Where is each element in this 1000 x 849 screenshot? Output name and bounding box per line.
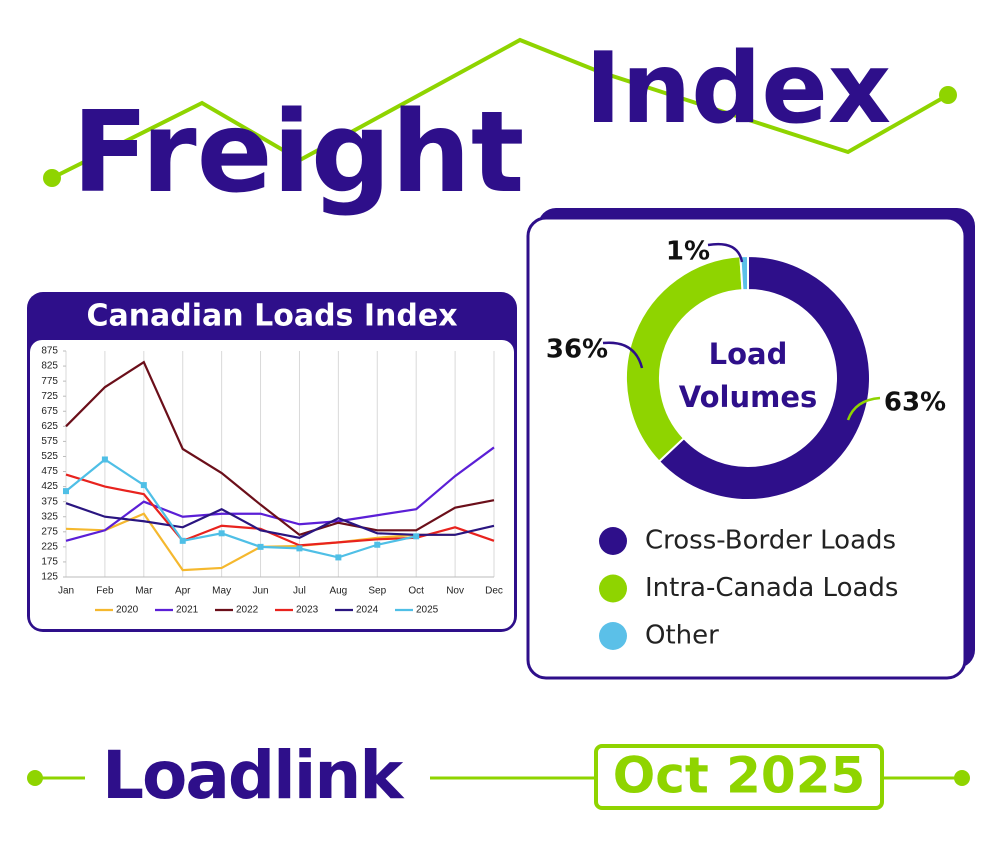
x-tick-label: Aug <box>329 586 347 597</box>
marker <box>140 482 147 489</box>
y-tick-label: 725 <box>41 391 58 402</box>
x-tick-label: Jul <box>293 586 306 597</box>
y-tick-label: 525 <box>41 451 58 462</box>
decor-dot <box>939 86 957 104</box>
decor-line <box>51 37 949 180</box>
marker <box>335 554 342 561</box>
legend-label: 2022 <box>236 605 259 616</box>
legend-swatch <box>599 574 627 603</box>
title: Freight <box>72 88 524 218</box>
legend-swatch <box>599 527 627 555</box>
line <box>65 458 417 559</box>
marker <box>296 545 303 552</box>
y-tick-label: 325 <box>41 511 58 522</box>
legend-swatch <box>599 622 627 650</box>
decor-dot <box>27 770 43 786</box>
pie-slice <box>657 254 871 501</box>
x-tick-label: Oct <box>408 586 424 597</box>
marker <box>179 537 186 544</box>
y-tick-label: 175 <box>41 557 58 568</box>
y-tick-label: 575 <box>41 436 58 447</box>
y-tick-label: 775 <box>41 376 58 387</box>
value-label: 63% <box>884 388 946 418</box>
legend-label: 2024 <box>356 605 379 616</box>
y-tick-label: 675 <box>41 406 58 417</box>
y-tick-label: 275 <box>41 526 58 537</box>
y-tick-label: 125 <box>41 572 58 583</box>
legend-label: Intra-Canada Loads <box>645 573 898 603</box>
legend-label: 2023 <box>296 605 319 616</box>
x-tick-label: Jan <box>58 586 74 597</box>
y-tick-label: 625 <box>41 421 58 432</box>
marker <box>257 543 264 550</box>
line <box>65 473 495 547</box>
value-label: 36% <box>546 335 608 365</box>
x-tick-label: Dec <box>485 586 503 597</box>
title: Index <box>585 32 891 146</box>
marker <box>413 533 420 540</box>
line-chart: Jan Feb Mar Apr May Jun Jul Aug Sep Oct Nov Dec 125 1… <box>41 346 503 616</box>
value-label: 1% <box>666 237 710 267</box>
legend-label: 2021 <box>176 605 199 616</box>
marker <box>101 456 108 463</box>
marker <box>63 488 69 495</box>
pie-title: Load Volumes <box>678 337 818 414</box>
y-tick-label: 375 <box>41 496 58 507</box>
decor-dot <box>954 770 970 786</box>
x-tick-label: Feb <box>96 586 114 597</box>
legend-label: Other <box>645 621 719 651</box>
date: Oct 2025 <box>613 747 866 805</box>
arrow <box>707 242 744 263</box>
marker <box>374 541 381 548</box>
line <box>65 502 495 539</box>
x-tick-label: May <box>212 586 231 597</box>
chart-title: Canadian Loads Index <box>86 299 457 334</box>
arrow <box>846 396 881 421</box>
arrow <box>602 341 644 369</box>
legend-label: Cross-Border Loads <box>645 526 896 556</box>
y-tick-label: 225 <box>41 542 58 553</box>
x-tick-label: Apr <box>175 586 191 597</box>
x-tick-label: Mar <box>135 586 153 597</box>
x-tick-label: Jun <box>252 586 268 597</box>
pie-chart: 63% Cross-Border Loads 36% Intra-Canada Loa… <box>546 237 946 651</box>
marker <box>218 530 225 537</box>
line <box>65 360 495 537</box>
decor-dot <box>43 169 61 187</box>
y-tick-label: 875 <box>41 346 58 357</box>
pie-slice <box>739 254 749 292</box>
panel-body <box>30 340 514 629</box>
y-tick-label: 425 <box>41 481 58 492</box>
y-tick-label: 825 <box>41 361 58 372</box>
y-tick-label: 475 <box>41 466 58 477</box>
legend-label: 2025 <box>416 605 439 616</box>
legend-label: 2020 <box>116 605 139 616</box>
brand: Loadlink <box>102 737 405 814</box>
pie-center: Load Volumes <box>678 337 818 414</box>
x-tick-label: Sep <box>368 586 386 597</box>
x-tick-label: Nov <box>446 586 464 597</box>
